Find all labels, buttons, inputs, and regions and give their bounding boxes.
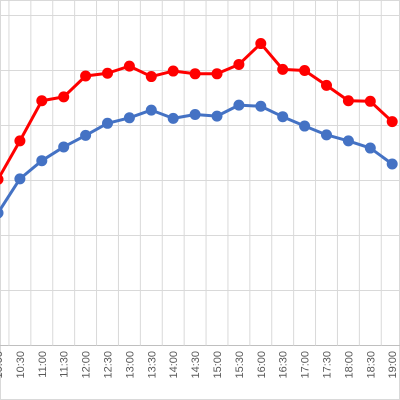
series-1-point-6 (123, 112, 135, 124)
series-0-point-13 (277, 63, 289, 75)
series-1-point-7 (145, 104, 157, 116)
series-0-point-14 (299, 65, 311, 76)
series-0-point-8 (167, 65, 179, 77)
vertical-gridlines (8, 0, 382, 346)
series-0-point-5 (102, 67, 113, 79)
series-0-point-15 (321, 79, 332, 91)
series-layer (0, 38, 398, 219)
x-tick-label-2: 11:00 (37, 351, 49, 378)
series-1-point-17 (364, 142, 376, 154)
series-1-point-14 (299, 120, 311, 132)
series-0-point-9 (189, 68, 201, 80)
series-0-point-0 (0, 174, 4, 185)
x-tick-label-15: 17:30 (322, 351, 334, 379)
series-0-point-12 (255, 38, 267, 50)
x-tick-label-14: 17:00 (300, 351, 312, 379)
series-0-point-11 (233, 58, 245, 70)
series-1-point-12 (255, 100, 267, 112)
horizontal-gridlines (0, 15, 400, 346)
series-1-line (0, 103, 394, 213)
series-0-point-16 (342, 95, 354, 107)
series-1-point-4 (80, 129, 92, 141)
series-1-point-10 (211, 110, 223, 122)
series-1-point-2 (36, 155, 48, 167)
series-1-point-16 (342, 135, 354, 147)
x-tick-label-0: 10:00 (0, 351, 5, 379)
x-tick-label-3: 11:30 (59, 351, 71, 378)
x-tick-label-11: 15:30 (234, 351, 246, 379)
series-0-point-10 (211, 68, 223, 80)
series-1 (0, 99, 398, 219)
x-tick-label-5: 12:30 (103, 351, 115, 379)
series-1-point-13 (277, 111, 289, 123)
series-0-point-18 (386, 116, 398, 128)
series-1-point-9 (189, 109, 201, 120)
x-tick-labels: 10:00 10:30 11:00 11:30 12:00 12:30 13:00 13:30… (0, 351, 399, 379)
series-1-point-18 (386, 158, 398, 170)
x-tick-label-13: 16:30 (278, 351, 290, 379)
x-tick-label-9: 14:30 (190, 351, 202, 379)
series-1-point-0 (0, 207, 4, 219)
x-tick-label-4: 12:00 (81, 351, 93, 379)
x-tick-label-17: 18:30 (365, 351, 377, 379)
series-1-point-5 (102, 117, 113, 129)
series-1-point-8 (167, 112, 179, 124)
x-tick-label-8: 14:00 (168, 351, 180, 379)
series-0-point-7 (145, 71, 157, 83)
series-0 (0, 38, 398, 185)
series-1-point-11 (233, 99, 245, 111)
series-0-point-2 (36, 95, 48, 107)
series-1-point-3 (58, 141, 70, 153)
series-0-point-6 (123, 60, 135, 72)
x-tick-label-18: 19:00 (387, 351, 399, 379)
series-0-point-4 (80, 70, 92, 82)
series-1-point-1 (14, 173, 26, 185)
x-tick-label-12: 16:00 (256, 351, 268, 379)
series-1-point-15 (321, 129, 332, 141)
series-0-point-3 (58, 91, 70, 103)
x-tick-label-6: 13:00 (124, 351, 136, 379)
series-0-point-1 (14, 135, 26, 147)
x-tick-label-16: 18:00 (343, 351, 355, 379)
series-0-point-17 (364, 95, 376, 107)
x-tick-label-7: 13:30 (146, 351, 158, 379)
x-tick-label-10: 15:00 (212, 351, 224, 379)
x-tick-label-1: 10:30 (15, 351, 27, 379)
